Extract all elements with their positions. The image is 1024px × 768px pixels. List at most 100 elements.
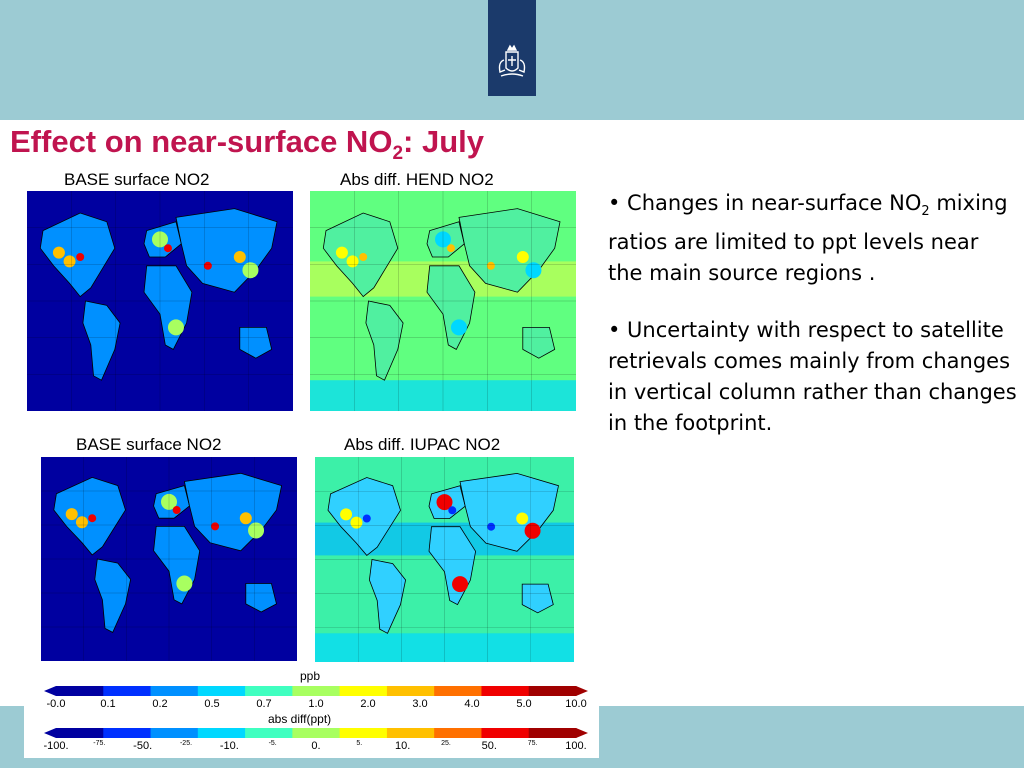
colorbar-tick-label: 3.0	[412, 698, 428, 710]
colorbar-tick-label: 1.0	[308, 698, 324, 710]
colorbar-segment	[292, 728, 341, 738]
colorbar-tick-label: 0.2	[152, 698, 168, 710]
colorbar-tick-label: 0.	[311, 740, 321, 752]
colorbar-segment	[339, 728, 388, 738]
hotspot-mark	[239, 512, 252, 525]
hotspot-mark	[487, 522, 496, 531]
colorbar-top	[44, 686, 588, 696]
colorbar-tick-label: -0.0	[46, 698, 66, 710]
bullet-2-text: • Uncertainty with respect to satellite …	[608, 318, 1017, 436]
colorbar-segment	[292, 686, 341, 696]
colorbar-tick-label: 2.0	[360, 698, 376, 710]
colorbar-segment	[150, 686, 199, 696]
title-subscript: 2	[392, 143, 404, 165]
hotspot-mark	[516, 512, 529, 525]
coat-of-arms-logo	[488, 0, 536, 96]
colorbar-tick-label: -100.	[43, 740, 69, 752]
hotspot-mark	[65, 508, 78, 521]
colorbar-segment	[56, 728, 104, 738]
continent-outline	[82, 300, 121, 381]
hotspot-mark	[335, 246, 348, 259]
bullet-list: • Changes in near-surface NO2 mixing rat…	[608, 188, 1018, 465]
hotspot-mark	[167, 319, 184, 336]
hotspot-mark	[233, 251, 246, 263]
colorbar-arrow-left	[44, 728, 56, 738]
colorbar-segment	[386, 728, 435, 738]
colorbar-segment	[434, 686, 482, 696]
panel-title-iupac: Abs diff. IUPAC NO2	[344, 435, 501, 454]
hotspot-mark	[76, 253, 85, 261]
colorbar-segment	[339, 686, 388, 696]
colorbar-segment	[528, 728, 577, 738]
colorbar-arrow-right	[576, 728, 588, 738]
continent-outline	[94, 558, 132, 633]
bullet-1-subscript: 2	[921, 204, 930, 220]
title-text: Effect on near-surface NO	[10, 124, 393, 159]
colorbar-bottom-label: abs diff(ppt)	[268, 712, 332, 726]
colorbars: ppb -0.0 0.1 0.2 0.5 0.7 1.0 2.0 3.0 4.0 5.0 10.0 …	[24, 666, 599, 758]
colorbar-tick-label: -5.	[268, 740, 277, 747]
hotspot-mark	[75, 516, 88, 529]
map-base-top	[27, 191, 293, 411]
colorbar-segment	[528, 686, 577, 696]
hotspot-mark	[88, 514, 97, 523]
hotspot-mark	[525, 262, 542, 279]
colorbar-segment	[56, 686, 104, 696]
colorbar-tick-label: 25.	[441, 740, 451, 747]
colorbar-tick-label: 0.1	[100, 698, 116, 710]
map-figure: BASE surface NO2 Abs diff. HEND NO2 BASE…	[24, 166, 599, 706]
hotspot-mark	[362, 514, 371, 523]
hotspot-mark	[163, 244, 172, 253]
hotspot-mark	[172, 506, 181, 515]
title-suffix: : July	[403, 124, 484, 159]
map-base-bottom	[41, 457, 297, 661]
hotspot-mark	[486, 261, 495, 270]
continent-outline	[522, 326, 556, 359]
hotspot-mark	[63, 255, 76, 268]
hotspot-mark	[350, 516, 363, 529]
colorbar-tick-label: -50.	[133, 740, 153, 752]
map-svg	[310, 191, 576, 411]
colorbar-tick-label: 0.5	[204, 698, 220, 710]
colorbar-segment	[481, 686, 530, 696]
colorbar-segment	[481, 728, 530, 738]
colorbar-segment	[103, 728, 152, 738]
colorbar-tick-label: 75.	[527, 740, 538, 747]
map-svg	[315, 457, 574, 662]
hotspot-mark	[52, 246, 65, 259]
colorbar-segment	[386, 686, 435, 696]
colorbar-tick-label: 10.	[395, 740, 411, 752]
hotspot-mark	[452, 576, 469, 593]
colorbar-arrow-left	[44, 686, 56, 696]
colorbar-segment	[434, 728, 482, 738]
map-svg	[41, 457, 297, 661]
hotspot-mark	[211, 522, 220, 531]
colorbar-tick-label: 50.	[481, 740, 497, 752]
hotspot-mark	[524, 522, 541, 539]
continent-outline	[365, 300, 404, 381]
colorbar-segment	[197, 686, 246, 696]
continent-outline	[521, 583, 554, 614]
slide-title: Effect on near-surface NO2: July	[10, 124, 484, 165]
colorbar-top-label: ppb	[300, 669, 321, 683]
hotspot-mark	[448, 506, 457, 515]
colorbar-segment	[245, 686, 293, 696]
bullet-item-2: • Uncertainty with respect to satellite …	[608, 315, 1018, 439]
panel-title-hend: Abs diff. HEND NO2	[340, 170, 494, 189]
colorbar-tick-label: 0.7	[256, 698, 272, 710]
bullet-1-rest: mixing ratios are limited to ppt levels …	[608, 191, 1008, 286]
colorbar-bottom	[44, 728, 588, 738]
bullet-item-1: • Changes in near-surface NO2 mixing rat…	[608, 188, 1018, 289]
royal-coat-of-arms-icon	[498, 44, 526, 77]
panel-title-base-top: BASE surface NO2	[64, 170, 210, 189]
colorbar-segment	[197, 728, 246, 738]
colorbar-tick-label: 10.0	[565, 698, 587, 710]
continent-outline	[368, 559, 407, 634]
hotspot-mark	[242, 262, 259, 279]
colorbar-arrow-right	[576, 686, 588, 696]
colorbar-tick-label: 5.0	[516, 698, 532, 710]
map-svg	[27, 191, 293, 411]
hotspot-mark	[516, 251, 529, 263]
map-iupac-diff	[315, 457, 574, 662]
hotspot-mark	[346, 255, 359, 268]
